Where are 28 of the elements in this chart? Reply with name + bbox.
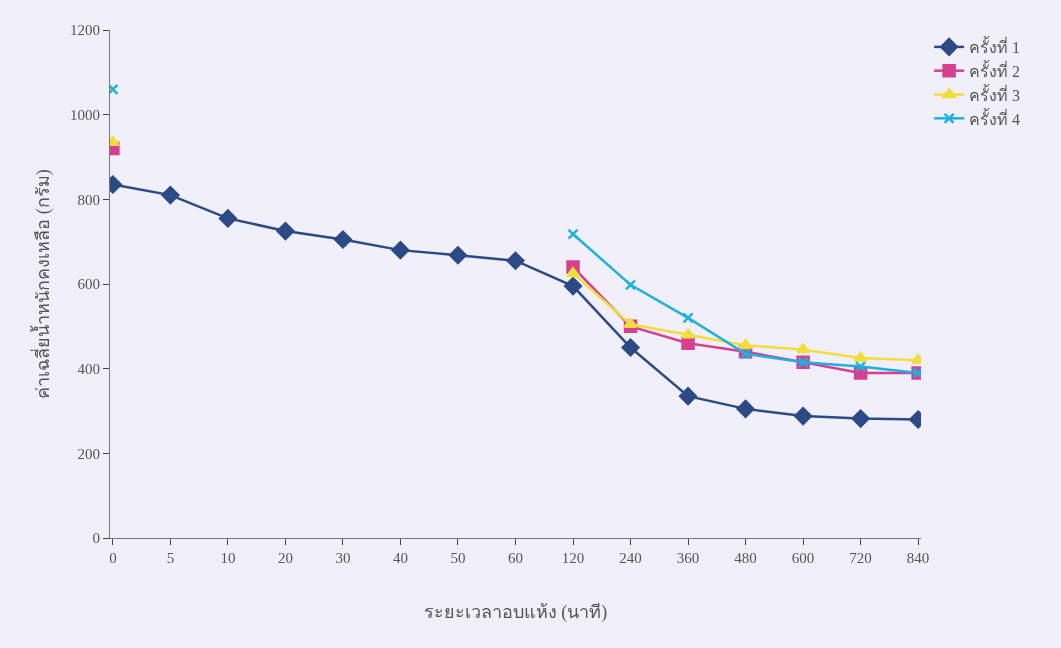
x-tick-label: 60 (508, 550, 523, 566)
x-tick-label: 120 (561, 550, 585, 566)
legend-label: ครั้งที่ 4 (969, 107, 1021, 128)
y-tick-label: 0 (92, 530, 100, 547)
x-tick-label: 5 (166, 550, 175, 566)
y-axis-title: ค่าเฉลี่ยน้ำหนักคงเหลือ (กรัม) (30, 169, 55, 399)
y-tick-label: 600 (77, 276, 100, 293)
y-tick-label: 800 (77, 191, 100, 208)
x-tick-label: 720 (849, 550, 872, 566)
x-tick-label: 240 (619, 550, 642, 566)
y-tick-label: 200 (77, 445, 100, 462)
x-axis-title: ระยะเวลาอบแห้ง (นาที) (423, 602, 608, 624)
x-tick-label: 20 (277, 550, 293, 566)
legend-label: ครั้งที่ 2 (969, 59, 1021, 80)
x-tick-label: 480 (734, 550, 757, 566)
x-tick-label: 600 (791, 550, 815, 566)
x-tick-label: 40 (392, 550, 408, 566)
y-tick-label: 1000 (70, 106, 100, 123)
legend-label: ครั้งที่ 1 (969, 36, 1021, 57)
x-tick-label: 0 (109, 550, 117, 566)
x-tick-label: 10 (220, 550, 236, 566)
x-tick-label: 50 (450, 550, 466, 566)
y-tick-label: 400 (77, 360, 100, 377)
x-tick-label: 360 (676, 550, 700, 566)
x-tick-label: 840 (906, 550, 930, 566)
x-tick-label: 30 (335, 550, 351, 566)
legend-label: ครั้งที่ 3 (969, 83, 1021, 104)
y-tick-label: 1200 (70, 22, 100, 39)
